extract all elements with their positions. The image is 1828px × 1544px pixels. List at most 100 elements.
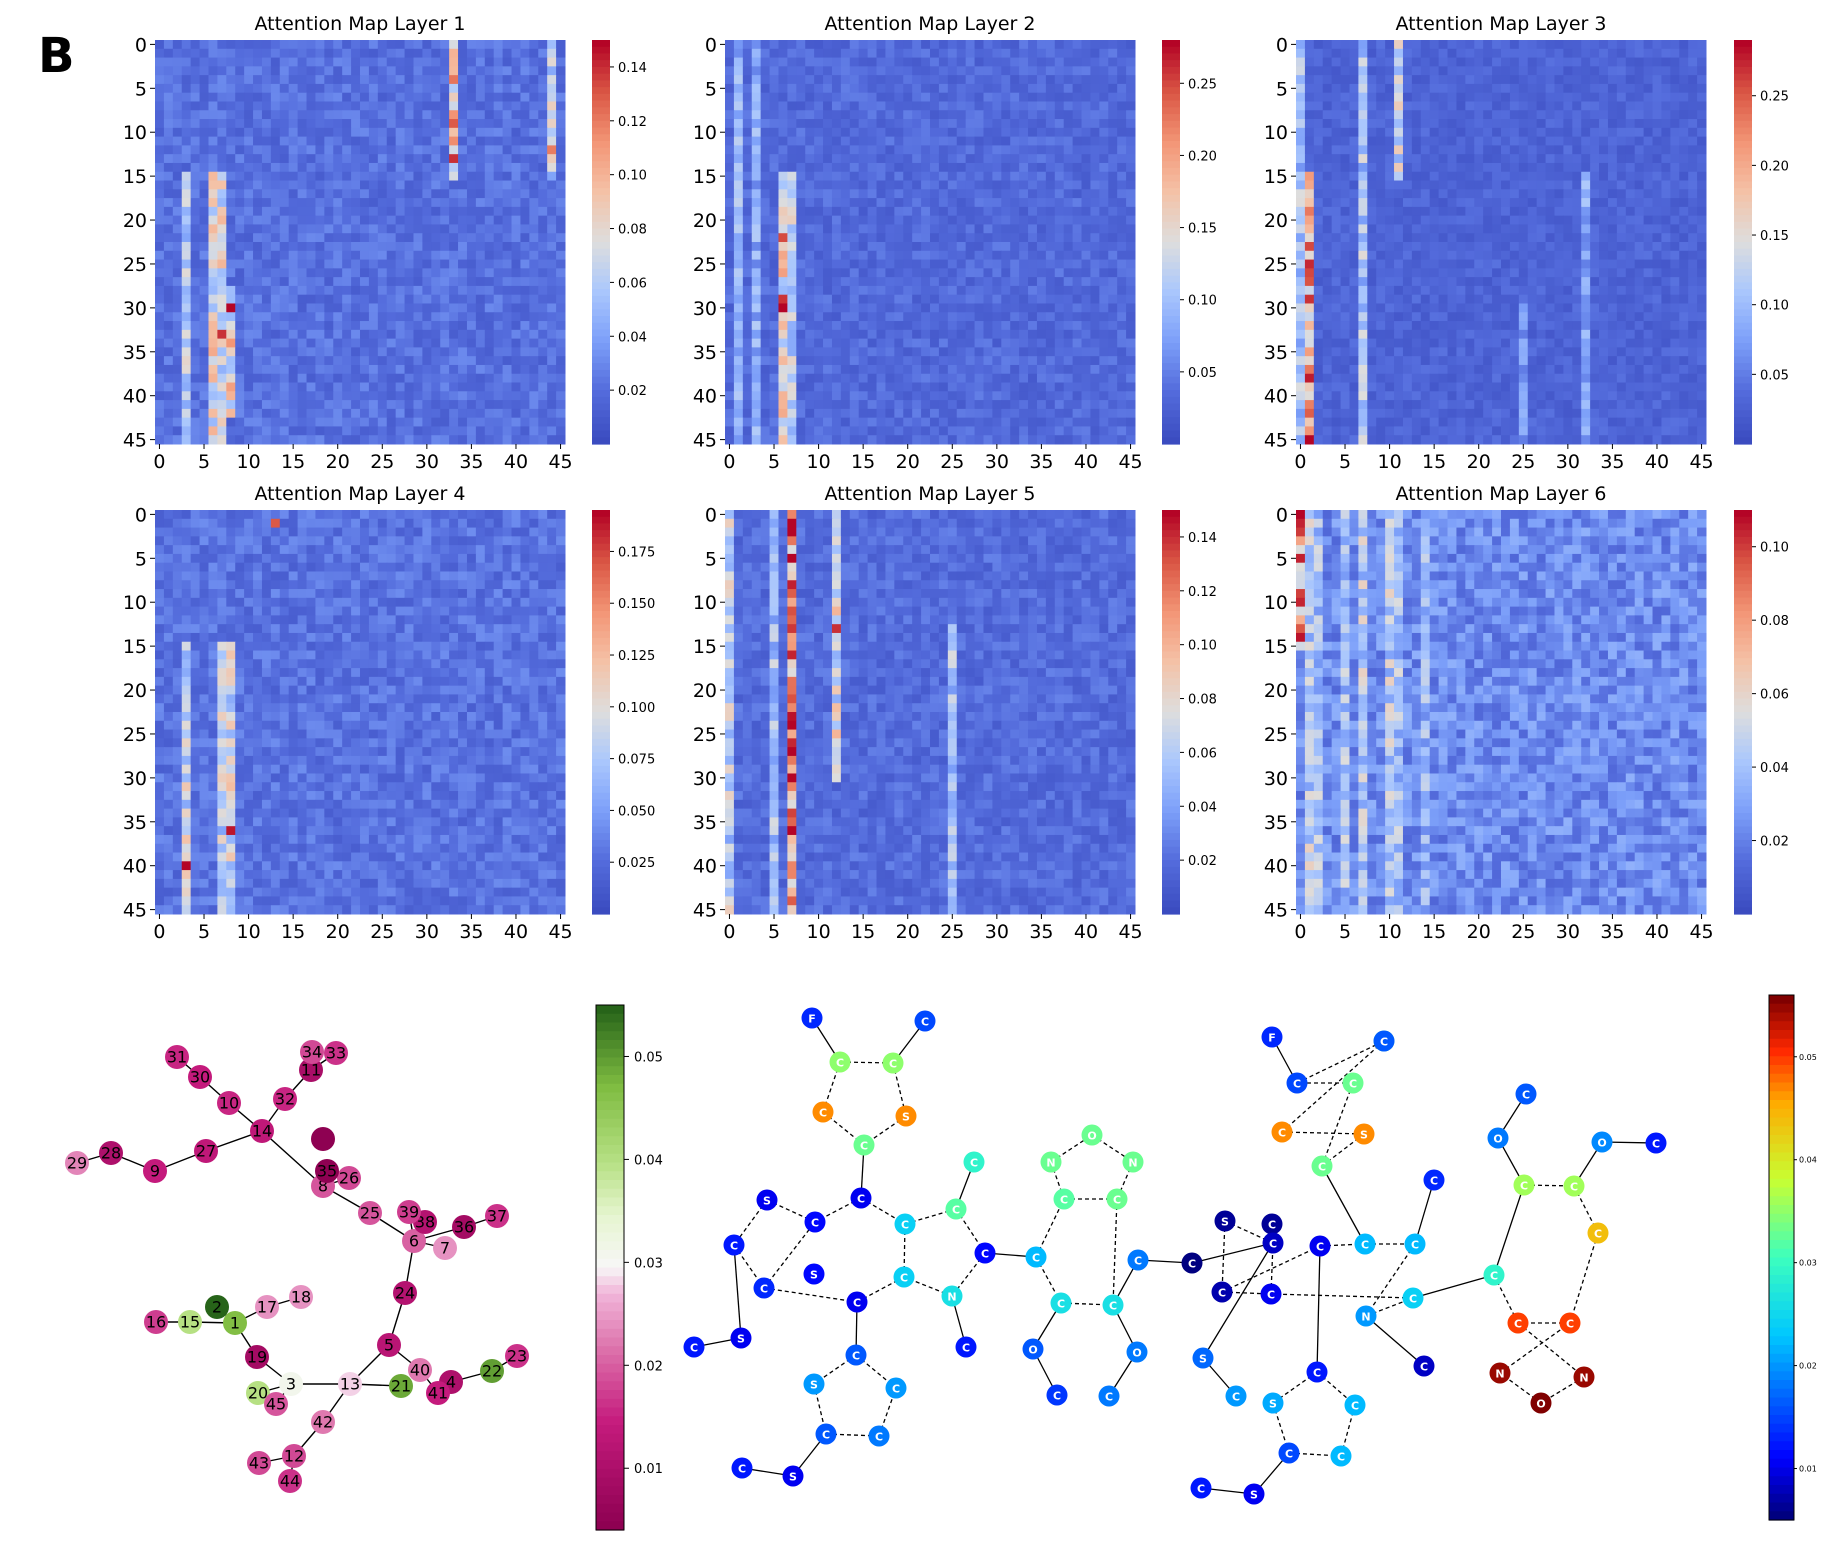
heatmap-cell [1072, 189, 1083, 199]
heatmap-cell [324, 373, 334, 384]
heatmap-cell [1456, 75, 1466, 85]
heatmap-cell [288, 180, 299, 190]
heatmap-cell [244, 408, 254, 419]
heatmap-cell [502, 40, 513, 50]
heatmap-cell [155, 75, 165, 85]
heatmap-cell [324, 303, 334, 313]
heatmap-cell [742, 347, 753, 357]
heatmap-cell [742, 48, 753, 59]
heatmap-cell [190, 127, 201, 138]
heatmap-cell [876, 356, 886, 366]
heatmap-cell [1322, 75, 1333, 85]
heatmap-cell [172, 338, 183, 348]
heatmap-cell [956, 250, 967, 261]
heatmap-cell [261, 40, 272, 50]
heatmap-cell [778, 329, 788, 340]
heatmap-cell [1001, 400, 1011, 410]
heatmap-cell [903, 259, 913, 269]
heatmap-cell [333, 435, 343, 445]
heatmap-cell [983, 162, 993, 173]
heatmap-cell [947, 233, 958, 243]
heatmap-cell [769, 127, 779, 138]
heatmap-cell [938, 400, 949, 410]
heatmap-cell [502, 391, 513, 401]
heatmap-cell [244, 101, 254, 111]
heatmap-cell [181, 303, 192, 313]
heatmap-cell [725, 180, 735, 190]
heatmap-cell [244, 206, 254, 217]
heatmap-cell [208, 312, 218, 322]
heatmap-cell [1108, 66, 1118, 76]
heatmap-cell [297, 162, 308, 173]
heatmap-cell [155, 338, 165, 348]
heatmap-cell [306, 285, 316, 296]
heatmap-cell [511, 294, 521, 304]
heatmap-cell [368, 171, 379, 182]
heatmap-cell [235, 250, 245, 261]
heatmap-cell [360, 329, 370, 340]
heatmap-cell [261, 338, 272, 348]
heatmap-cell [502, 400, 513, 410]
heatmap-cell [529, 259, 539, 269]
heatmap-cell [849, 338, 860, 348]
colorbar-step [1162, 120, 1180, 129]
colorbar-step [592, 60, 610, 68]
heatmap-cell [208, 303, 218, 313]
heatmap-cell [1349, 110, 1359, 120]
heatmap-cell [270, 303, 281, 313]
heatmap-cell [1456, 66, 1466, 76]
heatmap-cell [1010, 162, 1020, 173]
heatmap-cell [422, 277, 432, 287]
heatmap-cell [288, 259, 299, 269]
heatmap-cell [493, 259, 504, 269]
heatmap-cell [1028, 180, 1038, 190]
heatmap-cell [1456, 92, 1466, 102]
heatmap-cell [226, 259, 236, 269]
heatmap-cell [1322, 101, 1333, 111]
heatmap-cell [1045, 400, 1056, 410]
heatmap-cell [965, 215, 976, 225]
heatmap-cell [751, 92, 762, 102]
heatmap-cell [1108, 312, 1118, 322]
heatmap-cell [288, 312, 299, 322]
heatmap-cell [840, 145, 851, 155]
heatmap-cell [921, 101, 931, 111]
heatmap-cell [974, 294, 984, 304]
heatmap-cell [404, 400, 414, 410]
heatmap-cell [733, 48, 744, 59]
heatmap-cell [1072, 127, 1083, 138]
heatmap-cell [288, 92, 299, 102]
heatmap-cell [1394, 119, 1404, 129]
heatmap-cell [1054, 75, 1065, 85]
heatmap-cell [1349, 66, 1359, 76]
heatmap-cell [217, 391, 227, 401]
heatmap-cell [912, 391, 922, 401]
heatmap-cell [297, 259, 308, 269]
heatmap-cell [333, 382, 343, 392]
heatmap-cell [796, 338, 806, 348]
heatmap-cell [849, 171, 860, 182]
heatmap-cell [199, 250, 209, 261]
heatmap-cell [520, 215, 530, 225]
heatmap-cell [351, 119, 361, 129]
heatmap-cell [315, 242, 325, 252]
heatmap-cell [440, 127, 450, 138]
heatmap-cell [858, 206, 869, 217]
heatmap-cell [1019, 338, 1029, 348]
heatmap-cell [538, 40, 548, 50]
heatmap-cell [449, 303, 459, 313]
heatmap-cell [840, 356, 851, 366]
heatmap-cell [921, 259, 931, 269]
heatmap-cell [1045, 224, 1056, 234]
heatmap-cell [253, 312, 263, 322]
heatmap-cell [324, 242, 334, 252]
heatmap-cell [974, 215, 984, 225]
heatmap-cell [484, 154, 495, 164]
heatmap-cell [368, 426, 379, 436]
heatmap-cell [1028, 277, 1038, 287]
heatmap-cell [1385, 101, 1395, 111]
heatmap-cell [733, 40, 744, 50]
heatmap-cell [315, 303, 325, 313]
heatmap-cell [333, 312, 343, 322]
heatmap-cell [253, 294, 263, 304]
